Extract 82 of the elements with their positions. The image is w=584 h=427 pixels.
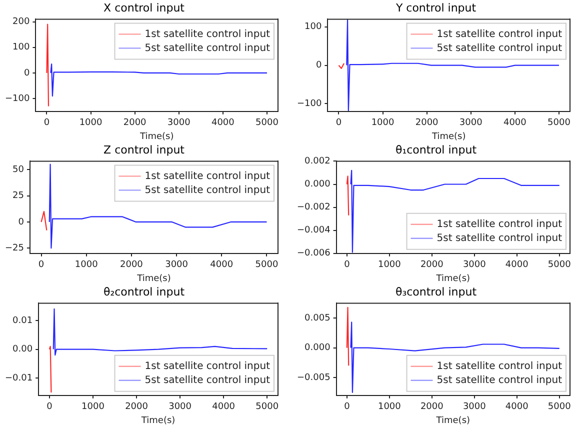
x-tick-label: 5000: [548, 402, 572, 412]
x-tick-label: 1000: [378, 402, 402, 412]
y-tick-label: 0: [24, 68, 30, 78]
x-tick-label: 3000: [168, 402, 192, 412]
x-tick-label: 4000: [505, 402, 529, 412]
x-tick-label: 2000: [123, 118, 147, 128]
x-tick-label: 4000: [211, 118, 235, 128]
x-tick-label: 1000: [79, 118, 103, 128]
x-tick-label: 5000: [255, 260, 278, 270]
x-tick-label: 2000: [415, 118, 439, 128]
x-axis-title: Time(s): [435, 416, 470, 426]
y-tick-label: 0.00: [12, 344, 33, 355]
chart-title: θ₃control input: [395, 285, 478, 298]
y-tick-label: −100: [4, 94, 30, 104]
chart-title: θ₁control input: [395, 143, 478, 156]
x-tick-label: 5000: [548, 118, 571, 128]
legend-label: 5st satellite control input: [436, 374, 562, 386]
y-tick-label: 50: [12, 164, 24, 175]
legend-label: 1st satellite control input: [436, 218, 562, 230]
x-tick-label: 0: [344, 402, 350, 412]
y-tick-label: 0: [18, 217, 24, 228]
x-tick-label: 3000: [167, 118, 191, 128]
legend-label: 5st satellite control input: [144, 184, 270, 196]
x-axis-title: Time(s): [140, 416, 176, 426]
x-axis-title: Time(s): [430, 132, 466, 142]
y-tick-label: −0.01: [4, 373, 33, 384]
x-tick-label: 3000: [462, 260, 486, 270]
legend-label: 5st satellite control input: [436, 232, 562, 244]
legend-label: 1st satellite control input: [436, 28, 562, 40]
y-tick-label: 0.000: [304, 343, 331, 354]
y-tick-label: 200: [12, 17, 30, 28]
chart-title: θ₂control input: [103, 285, 186, 298]
y-tick-label: −25: [4, 244, 24, 254]
legend-label: 1st satellite control input: [144, 170, 270, 182]
y-tick-label: 0.002: [304, 156, 330, 167]
x-tick-label: 4000: [210, 260, 234, 270]
legend-label: 5st satellite control input: [144, 42, 270, 54]
y-tick-label: −100: [296, 99, 322, 110]
x-tick-label: 2000: [420, 402, 444, 412]
y-tick-label: 25: [12, 191, 24, 202]
x-tick-label: 1000: [371, 118, 395, 128]
x-tick-label: 3000: [462, 402, 486, 412]
y-tick-label: 0.000: [304, 180, 331, 190]
x-axis-title: Time(s): [136, 274, 171, 284]
chart-title: Z control input: [104, 143, 186, 156]
y-tick-label: −0.006: [296, 248, 331, 259]
x-axis-title: Time(s): [435, 274, 470, 284]
y-tick-label: −0.002: [296, 202, 330, 213]
x-tick-label: 3000: [459, 118, 483, 128]
chart-title: Y control input: [394, 1, 477, 14]
y-tick-label: −0.004: [296, 226, 331, 236]
x-axis-title: Time(s): [138, 132, 174, 142]
y-tick-label: 0.005: [304, 313, 330, 324]
x-tick-label: 5000: [256, 118, 279, 128]
y-tick-label: 100: [304, 22, 322, 32]
x-tick-label: 4000: [503, 118, 527, 128]
x-tick-label: 0: [344, 260, 350, 270]
chart-title: X control input: [104, 1, 186, 14]
x-tick-label: 4000: [212, 402, 236, 412]
x-tick-label: 0: [336, 118, 342, 128]
y-tick-label: 0: [316, 60, 322, 71]
x-tick-label: 2000: [125, 402, 148, 412]
x-tick-label: 0: [46, 402, 53, 412]
x-tick-label: 1000: [378, 260, 402, 270]
legend-label: 5st satellite control input: [144, 374, 270, 386]
x-tick-label: 2000: [120, 260, 144, 270]
legend-label: 5st satellite control input: [436, 42, 562, 54]
x-tick-label: 4000: [505, 260, 529, 270]
x-tick-label: 0: [38, 260, 44, 270]
y-tick-label: 0.01: [12, 316, 33, 326]
x-tick-label: 5000: [548, 260, 572, 270]
x-tick-label: 5000: [256, 402, 279, 412]
x-tick-label: 1000: [82, 402, 105, 412]
legend-label: 1st satellite control input: [144, 28, 270, 40]
x-tick-label: 1000: [74, 260, 98, 270]
y-tick-label: −0.005: [296, 372, 330, 383]
legend-label: 1st satellite control input: [436, 360, 562, 372]
y-tick-label: 100: [12, 42, 30, 53]
x-tick-label: 2000: [420, 260, 444, 270]
x-tick-label: 3000: [165, 260, 188, 270]
legend-label: 1st satellite control input: [144, 360, 270, 372]
x-tick-label: 0: [44, 118, 50, 128]
